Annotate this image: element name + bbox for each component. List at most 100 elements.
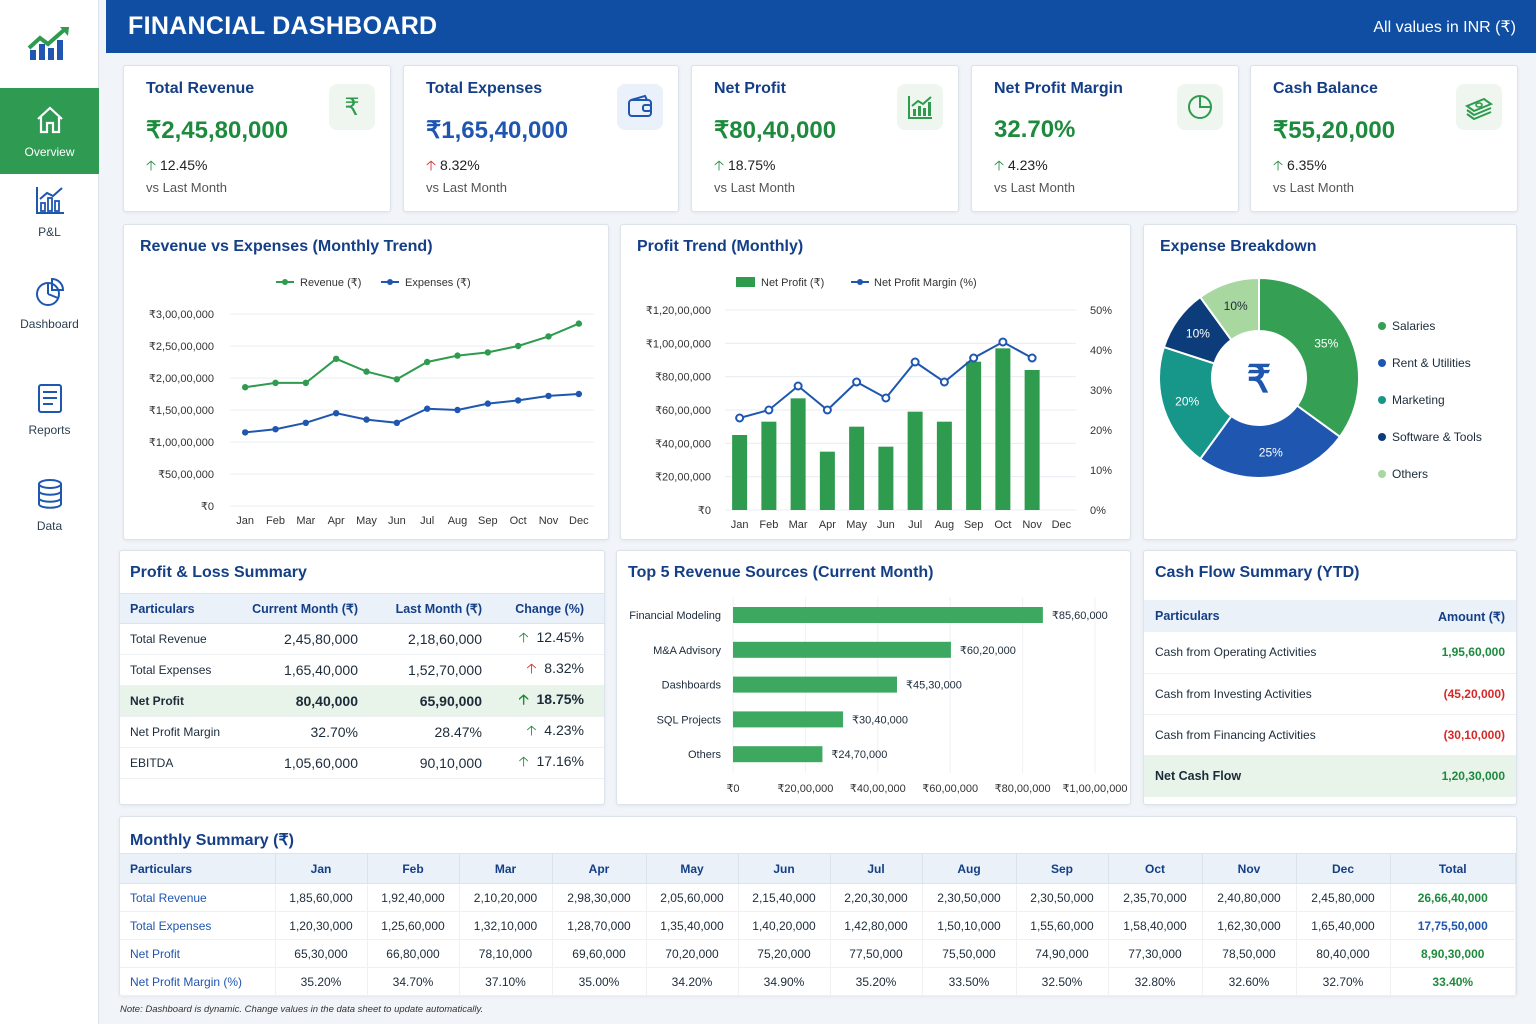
margin-point xyxy=(881,393,891,403)
panel-title: Expense Breakdown xyxy=(1160,238,1317,255)
x-tick-label: Nov xyxy=(539,515,559,527)
x-tick-label: Oct xyxy=(510,515,527,527)
data-point xyxy=(302,419,310,426)
month-value: 77,30,000 xyxy=(1108,939,1203,968)
table-row[interactable]: Total Revenue 2,45,80,000 2,18,60,000 🡡 12.… xyxy=(120,623,604,655)
margin-point xyxy=(998,337,1008,347)
column-header: May xyxy=(646,853,739,884)
row-label: Total Revenue xyxy=(120,883,276,912)
kpi-change-value: 8.32% xyxy=(439,157,480,173)
table-row[interactable]: Total Expenses 1,65,40,000 1,52,70,000 🡡 8.… xyxy=(120,654,604,686)
legend-label: Revenue (₹) xyxy=(300,277,361,289)
sidebar-item-dashboard[interactable]: Dashboard xyxy=(0,260,99,346)
table-row[interactable]: Net Profit Margin (%) 35.20% 34.70% 37.10% 3… xyxy=(120,967,1516,996)
sidebar-item-pl[interactable]: P&L xyxy=(0,168,99,254)
table-row[interactable]: Cash from Investing Activities (45,20,000… xyxy=(1144,673,1516,715)
bar-value-label: ₹85,60,000 xyxy=(1052,610,1108,622)
legend-label: Rent & Utilities xyxy=(1392,356,1471,370)
table-header-row: Particulars Jan Feb Mar Apr May Jun Jul Aug Sep Oc… xyxy=(120,853,1516,884)
wallet-icon xyxy=(617,84,663,130)
kpi-title: Net Profit Margin xyxy=(994,80,1123,97)
y-tick-label: ₹1,00,00,000 xyxy=(149,437,214,449)
arrow-up-icon: 🡡 xyxy=(526,722,537,738)
column-header: Apr xyxy=(552,853,647,884)
row-label: Total Revenue xyxy=(120,623,240,655)
legend-marker xyxy=(1378,470,1386,478)
legend-marker xyxy=(387,279,393,285)
data-point xyxy=(454,406,461,414)
profit-bar xyxy=(907,411,923,510)
kpi-card-total-expenses[interactable]: Total Expenses ₹1,65,40,000 🡡 8.32% vs L… xyxy=(403,65,679,212)
sidebar-item-data[interactable]: Data xyxy=(0,462,99,548)
kpi-subtitle: vs Last Month xyxy=(714,180,795,195)
bar-value-label: ₹30,40,000 xyxy=(852,714,908,726)
x-tick-label: Aug xyxy=(448,515,468,527)
y-tick-label: ₹1,00,00,000 xyxy=(646,338,711,350)
legend-swatch xyxy=(736,277,755,287)
table-row[interactable]: Net Profit 65,30,000 66,80,000 78,10,000 69,… xyxy=(120,939,1516,968)
sidebar-item-reports[interactable]: Reports xyxy=(0,366,99,452)
kpi-change: 🡡 4.23% xyxy=(994,155,1048,179)
row-label: Total Expenses xyxy=(120,911,276,940)
pl-summary-table: Particulars Current Month (₹) Last Month… xyxy=(120,593,604,779)
kpi-value: ₹1,65,40,000 xyxy=(426,117,569,144)
month-value: 70,20,000 xyxy=(646,939,739,968)
legend-marker xyxy=(1378,359,1386,367)
x-tick-label: Jun xyxy=(388,515,406,527)
table-row[interactable]: Net Profit Margin 32.70% 28.47% 🡡 4.23% xyxy=(120,716,604,748)
arrow-up-icon: 🡡 xyxy=(526,660,537,676)
pie-icon xyxy=(1177,84,1223,130)
row-label: EBITDA xyxy=(120,747,240,779)
profit-bar xyxy=(790,398,806,510)
column-header: Amount (₹) xyxy=(1438,609,1505,624)
sidebar-item-label: Overview xyxy=(24,145,75,159)
growth-chart-icon xyxy=(897,84,943,130)
legend-label: Marketing xyxy=(1392,393,1445,407)
data-point xyxy=(545,333,552,340)
legend-label: Net Profit (₹) xyxy=(761,277,824,289)
table-row[interactable]: EBITDA 1,05,60,000 90,10,000 🡡 17.16% xyxy=(120,747,604,779)
month-value: 32.80% xyxy=(1108,967,1203,996)
month-value: 74,90,000 xyxy=(1016,939,1109,968)
table-row[interactable]: Cash from Financing Activities (30,10,000… xyxy=(1144,714,1516,756)
table-row[interactable]: Net Profit 80,40,000 65,90,000 🡡 18.75% xyxy=(120,685,604,717)
slice-label: 20% xyxy=(1175,394,1199,408)
donut-slice xyxy=(1198,276,1260,342)
kpi-card-cash-balance[interactable]: Cash Balance ₹55,20,000 🡡 6.35% vs Last … xyxy=(1250,65,1518,212)
kpi-card-net-profit[interactable]: Net Profit ₹80,40,000 🡡 18.75% vs Last M… xyxy=(691,65,959,212)
data-point xyxy=(272,426,279,433)
series-line xyxy=(245,393,579,434)
x-tick-label: Jul xyxy=(908,519,922,531)
table-row[interactable]: Cash from Operating Activities 1,95,60,00… xyxy=(1144,632,1516,674)
svg-text:₹: ₹ xyxy=(344,94,359,120)
header-bar: FINANCIAL DASHBOARD All values in INR (₹… xyxy=(106,0,1536,53)
month-value: 1,92,40,000 xyxy=(367,883,460,912)
footnote: Note: Dashboard is dynamic. Change value… xyxy=(120,1004,484,1015)
category-label: Others xyxy=(688,749,722,761)
x-tick-label: ₹1,00,00,000 xyxy=(1062,783,1127,795)
kpi-card-net-profit-margin[interactable]: Net Profit Margin 32.70% 🡡 4.23% vs Last… xyxy=(971,65,1239,212)
sidebar-item-overview[interactable]: Overview xyxy=(0,88,99,174)
month-value: 33.50% xyxy=(922,967,1017,996)
report-icon xyxy=(37,384,62,413)
table-header-row: Particulars Current Month (₹) Last Month… xyxy=(120,593,604,624)
total-row[interactable]: Net Cash Flow 1,20,30,000 xyxy=(1144,755,1516,797)
y2-tick-label: 20% xyxy=(1090,425,1112,437)
column-header: Total xyxy=(1390,853,1516,884)
table-row[interactable]: Total Expenses 1,20,30,000 1,25,60,000 1,32… xyxy=(120,911,1516,940)
y2-tick-label: 30% xyxy=(1090,385,1112,397)
month-value: 1,28,70,000 xyxy=(552,911,647,940)
month-value: 2,05,60,000 xyxy=(646,883,739,912)
y2-tick-label: 50% xyxy=(1090,305,1112,317)
bar-value-label: ₹24,70,000 xyxy=(831,749,887,761)
profit-bar xyxy=(1024,370,1040,510)
kpi-card-total-revenue[interactable]: Total Revenue ₹2,45,80,000 🡡 12.45% vs L… xyxy=(123,65,391,212)
monthly-summary-table: Particulars Jan Feb Mar Apr May Jun Jul Aug Sep Oc… xyxy=(120,853,1516,996)
x-tick-label: Dec xyxy=(569,515,589,527)
month-value: 35.20% xyxy=(275,967,368,996)
margin-point xyxy=(793,381,803,391)
table-row[interactable]: Total Revenue 1,85,60,000 1,92,40,000 2,10,… xyxy=(120,883,1516,912)
month-value: 35.20% xyxy=(830,967,923,996)
month-value: 2,35,70,000 xyxy=(1108,883,1203,912)
change-cell: 🡡 18.75% xyxy=(482,685,604,717)
